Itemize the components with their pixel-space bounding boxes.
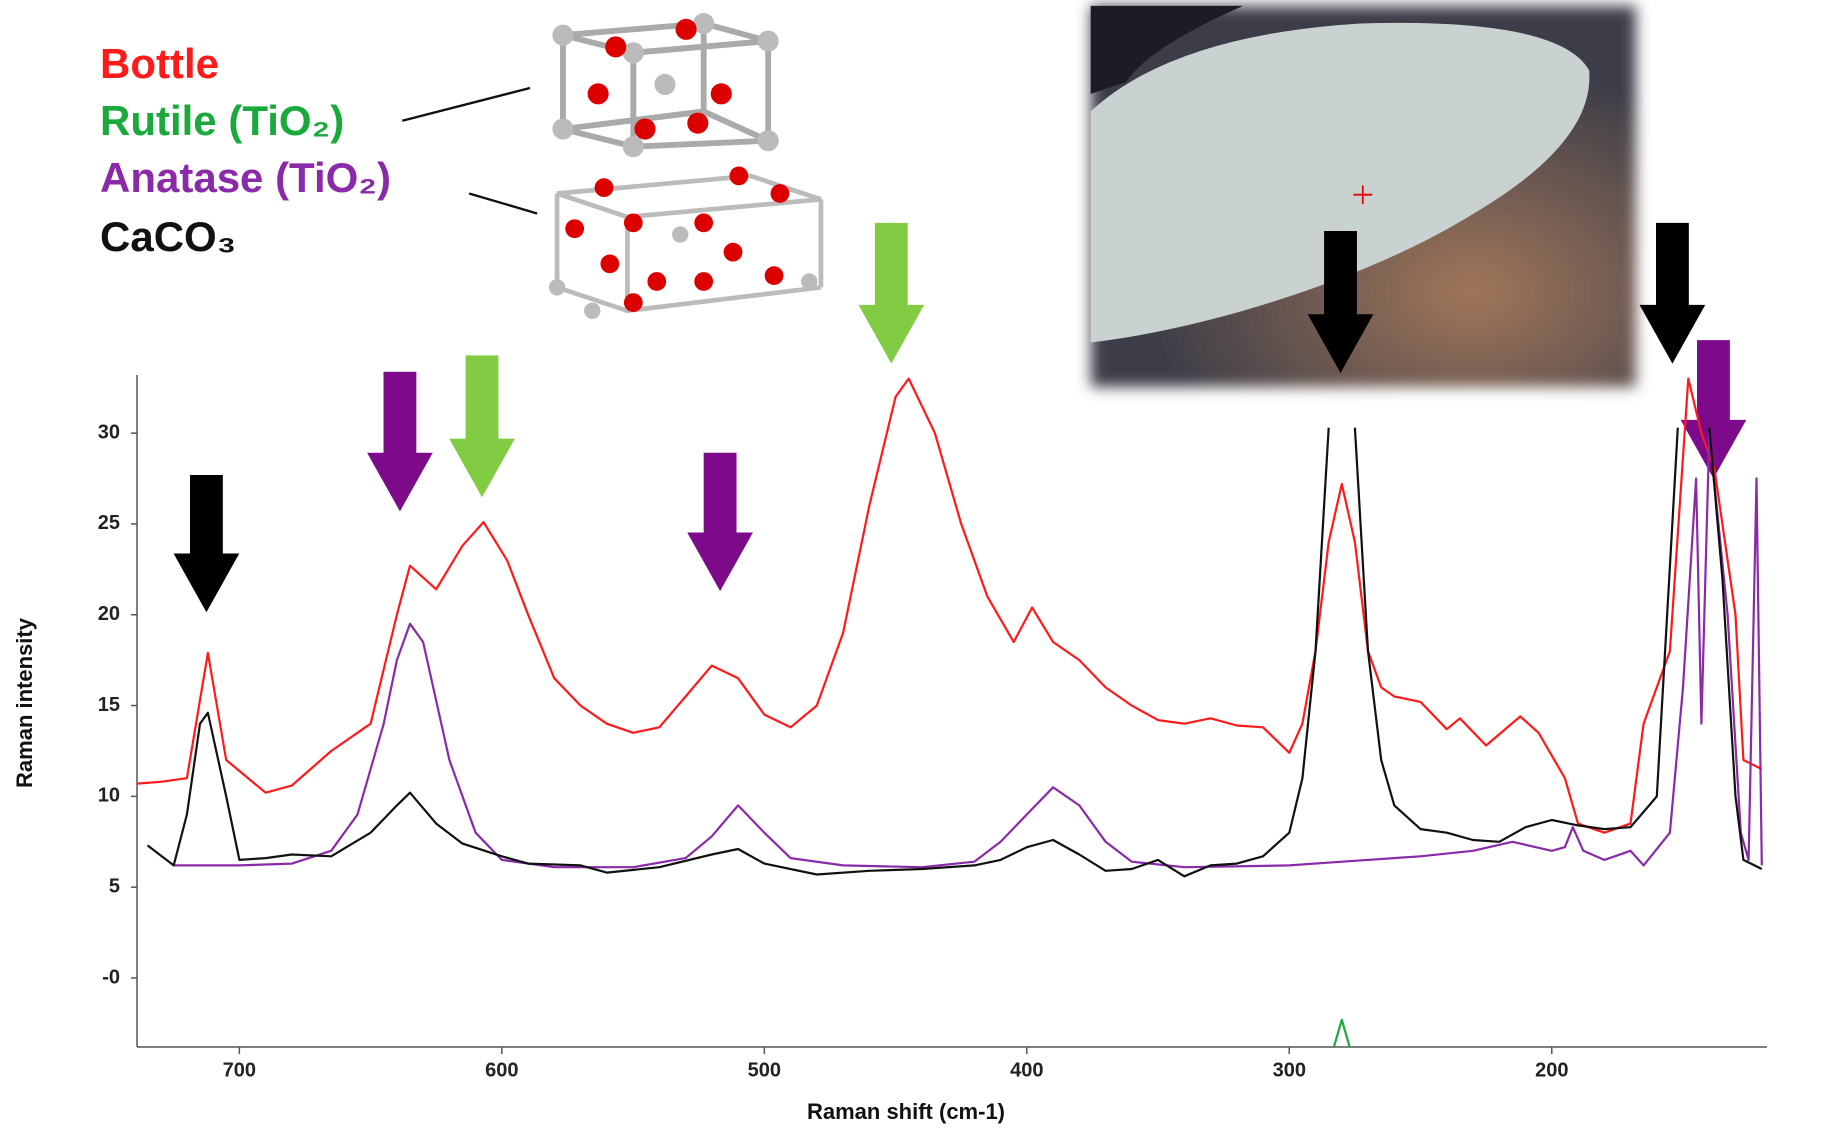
anatase-structure bbox=[549, 167, 821, 319]
y-tick-label: 15 bbox=[98, 694, 120, 716]
arrow bbox=[687, 453, 753, 591]
x-tick-label: 200 bbox=[1535, 1059, 1568, 1081]
chart: Bottle Rutile (TiO₂) Anatase (TiO₂) CaCO… bbox=[0, 0, 1839, 1131]
legend-entry: Bottle bbox=[100, 40, 219, 87]
legend-entry: Anatase (TiO₂) bbox=[100, 154, 391, 201]
x-axis-title: Raman shift (cm-1) bbox=[807, 1099, 1005, 1124]
series-line bbox=[137, 379, 1762, 833]
legend-entry: CaCO₃ bbox=[100, 213, 236, 260]
x-tick-label: 500 bbox=[748, 1059, 781, 1081]
series-line bbox=[174, 433, 1762, 867]
y-tick-label: 10 bbox=[98, 785, 120, 807]
y-tick-label: -0 bbox=[102, 966, 120, 988]
plot-area bbox=[137, 379, 1762, 1047]
arrow bbox=[449, 355, 515, 497]
arrow bbox=[1681, 340, 1747, 478]
series-line bbox=[148, 428, 1762, 877]
legend-entry: Rutile (TiO₂) bbox=[100, 97, 344, 144]
x-tick-label: 600 bbox=[485, 1059, 518, 1081]
connector bbox=[469, 194, 537, 214]
arrow bbox=[367, 372, 433, 512]
arrow bbox=[858, 223, 924, 364]
arrow bbox=[1640, 223, 1706, 364]
connector bbox=[402, 88, 530, 121]
arrow bbox=[174, 475, 240, 612]
y-tick-label: 20 bbox=[98, 603, 120, 625]
x-tick-label: 300 bbox=[1273, 1059, 1306, 1081]
x-tick-label: 400 bbox=[1010, 1059, 1043, 1081]
rutile-structure bbox=[552, 13, 778, 157]
y-tick-label: 30 bbox=[98, 421, 120, 443]
y-tick-label: 25 bbox=[98, 512, 120, 534]
series-line bbox=[1334, 1020, 1350, 1047]
y-axis-title: Raman intensity bbox=[12, 617, 37, 788]
y-tick-label: 5 bbox=[109, 875, 120, 897]
x-tick-label: 700 bbox=[223, 1059, 256, 1081]
